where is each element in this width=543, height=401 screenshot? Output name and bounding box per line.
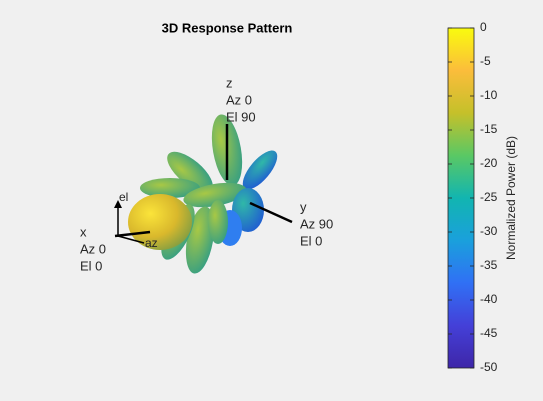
colorbar xyxy=(447,27,475,369)
axis-annotation: z xyxy=(226,75,233,90)
local-axis-label: el xyxy=(119,190,128,204)
colorbar-tick-label: 0 xyxy=(480,20,487,34)
colorbar-tick-label: -5 xyxy=(480,54,491,68)
colorbar-tick-label: -20 xyxy=(480,156,498,170)
axis-annotation: Az 0 xyxy=(226,92,252,107)
colorbar-tick-label: -40 xyxy=(480,292,498,306)
axes-lines xyxy=(114,124,293,244)
colorbar-tick-label: -25 xyxy=(480,190,498,204)
axis-annotation: El 90 xyxy=(226,109,256,124)
axis-annotation: Az 90 xyxy=(300,216,333,231)
colorbar-scale xyxy=(447,27,475,369)
pattern-surface xyxy=(128,114,278,274)
colorbar-tick-label: -35 xyxy=(480,258,498,272)
colorbar-tick-label: -50 xyxy=(480,360,498,374)
colorbar-tick-label: -30 xyxy=(480,224,498,238)
chart-title: 3D Response Pattern xyxy=(162,20,293,35)
colorbar-tick-label: -45 xyxy=(480,326,498,340)
axis-annotation: Az 0 xyxy=(80,241,106,256)
axis-annotation: y xyxy=(300,199,307,214)
colorbar-tick-label: -15 xyxy=(480,122,498,136)
local-axis-label: az xyxy=(145,236,158,250)
axis-annotation: El 0 xyxy=(300,233,322,248)
colorbar-tick-label: -10 xyxy=(480,88,498,102)
colorbar-label: Normalized Power (dB) xyxy=(504,136,518,260)
axis-annotation: El 0 xyxy=(80,258,102,273)
axis-annotation: x xyxy=(80,224,87,239)
